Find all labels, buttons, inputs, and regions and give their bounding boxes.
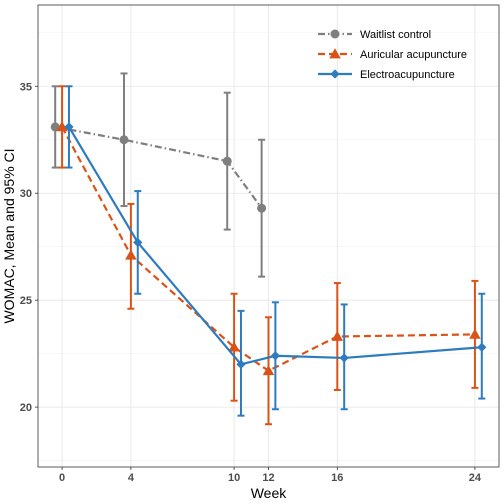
data-point xyxy=(236,359,246,369)
legend-label: Electroacupuncture xyxy=(360,69,455,81)
data-point xyxy=(64,122,74,132)
series-line xyxy=(61,126,475,372)
data-point xyxy=(56,121,68,132)
data-point xyxy=(270,351,280,361)
series-line xyxy=(54,125,263,209)
x-tick-label: 4 xyxy=(128,472,135,484)
y-tick-label: 20 xyxy=(20,402,32,414)
x-tick-label: 24 xyxy=(469,472,482,484)
legend-marker xyxy=(330,69,340,79)
data-point xyxy=(257,203,267,213)
series-layer xyxy=(50,72,487,426)
data-point xyxy=(50,122,60,132)
legend-item-auricular-acupuncture: Auricular acupuncture xyxy=(318,48,467,61)
x-tick-label: 16 xyxy=(331,472,343,484)
y-axis-title: WOMAC, Mean and 95% CI xyxy=(1,148,17,323)
data-point xyxy=(133,237,143,248)
data-point xyxy=(339,353,349,363)
legend-label: Auricular acupuncture xyxy=(360,49,467,61)
legend-marker xyxy=(329,48,341,59)
x-tick-label: 12 xyxy=(262,472,274,484)
x-tick-label: 0 xyxy=(59,472,65,484)
data-point xyxy=(477,342,487,352)
x-axis-title: Week xyxy=(251,485,288,501)
legend: Waitlist control Auricular acupuncture Ele… xyxy=(318,29,467,81)
data-point xyxy=(228,341,240,352)
data-point xyxy=(125,249,137,260)
series-electroacupuncture xyxy=(64,85,487,417)
legend-item-waitlist-control: Waitlist control xyxy=(318,29,431,41)
axes: 20 25 30 35 0 4 10 12 16 24 xyxy=(20,81,482,484)
legend-item-electroacupuncture: Electroacupuncture xyxy=(318,69,455,81)
y-tick-label: 35 xyxy=(20,81,32,93)
data-point xyxy=(222,156,232,166)
y-tick-label: 25 xyxy=(20,295,32,307)
legend-marker xyxy=(330,29,340,39)
legend-label: Waitlist control xyxy=(360,29,431,41)
x-tick-label: 10 xyxy=(228,472,240,484)
y-tick-label: 30 xyxy=(20,188,32,200)
series-line xyxy=(68,126,482,366)
series-waitlist-control xyxy=(50,72,267,278)
data-point xyxy=(469,328,481,339)
data-point xyxy=(262,365,275,376)
series-auricular-acupuncture xyxy=(56,85,481,426)
data-point xyxy=(331,330,344,341)
data-point xyxy=(119,135,129,145)
